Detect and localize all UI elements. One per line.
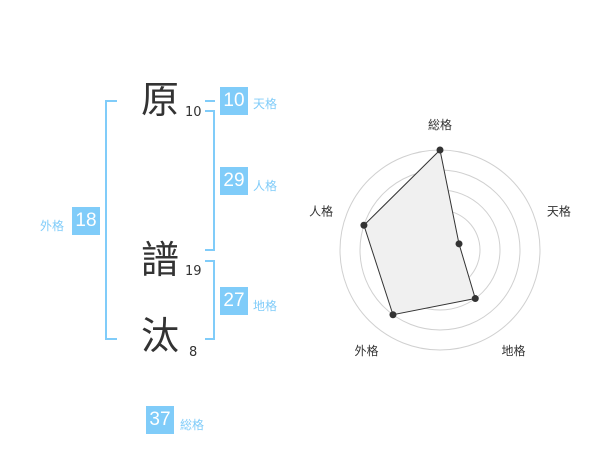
bracket-tick: [205, 260, 215, 262]
radar-area: [363, 148, 476, 316]
name-char-1: 原: [140, 78, 179, 122]
radar-point: [455, 240, 463, 248]
tenkaku-value: 10: [220, 87, 248, 115]
tenkaku-label: 天格: [253, 97, 278, 111]
stroke-count-3: 8: [189, 345, 198, 360]
chikaku-bracket: [213, 260, 215, 340]
radar-axis-label: 人格: [309, 203, 333, 218]
bracket-tick: [105, 100, 117, 102]
radar-point: [360, 221, 368, 229]
soukaku-value: 37: [146, 406, 174, 434]
bracket-tick: [205, 338, 215, 340]
name-char-3: 汰: [140, 314, 179, 358]
soukaku-label: 総格: [180, 418, 205, 432]
gaikaku-label: 外格: [40, 219, 65, 233]
stroke-count-2: 19: [185, 264, 202, 279]
name-char-2: 譜: [140, 238, 179, 282]
chikaku-value: 27: [220, 287, 248, 315]
radar-axis-label: 地格: [501, 343, 525, 358]
jinkaku-value: 29: [220, 167, 248, 195]
radar-axis-label: 外格: [355, 343, 379, 358]
radar-point: [471, 295, 479, 303]
jinkaku-bracket: [213, 110, 215, 250]
stroke-count-1: 10: [185, 105, 202, 120]
radar-axis-label: 天格: [547, 203, 571, 218]
bracket-tick: [205, 249, 215, 251]
tenkaku-line: [205, 100, 215, 102]
bracket-tick: [205, 110, 215, 112]
bracket-tick: [105, 338, 117, 340]
gaikaku-bracket: [105, 100, 107, 340]
gaikaku-value: 18: [72, 207, 100, 235]
radar-axis-label: 総格: [428, 117, 452, 132]
jinkaku-label: 人格: [253, 179, 278, 193]
radar-point: [389, 311, 397, 319]
chikaku-label: 地格: [253, 299, 278, 313]
radar-point: [436, 146, 444, 154]
